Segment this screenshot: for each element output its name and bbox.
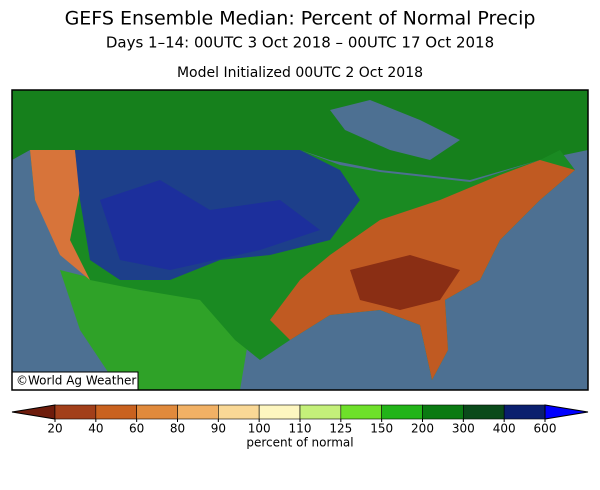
colorbar-tick-label: 40 [88, 422, 103, 436]
colorbar-tick-label: 125 [329, 422, 352, 436]
colorbar-segment [463, 404, 505, 420]
colorbar-tick-label: 150 [370, 422, 393, 436]
canada [12, 90, 588, 180]
very-dry-southeast [350, 255, 460, 310]
colorbar-segment [299, 404, 342, 420]
colorbar-end [11, 404, 56, 420]
great-lakes [330, 100, 460, 160]
colorbar-segment [95, 404, 137, 420]
colorbar-tick-label: 300 [452, 422, 475, 436]
colorbar-segment [54, 404, 97, 420]
init-line: Model Initialized 00UTC 2 Oct 2018 [177, 65, 423, 81]
colorbar-tick-label: 600 [534, 422, 557, 436]
map: ©World Ag Weather [11, 89, 589, 391]
colorbar-segment [177, 404, 219, 420]
colorbar-tick-label: 60 [129, 422, 144, 436]
colorbar-tick-label: 400 [493, 422, 516, 436]
colorbar-tick-label: 20 [47, 422, 62, 436]
subtitle: Days 1–14: 00UTC 3 Oct 2018 – 00UTC 17 O… [106, 34, 494, 52]
title: GEFS Ensemble Median: Percent of Normal … [65, 8, 536, 30]
colorbar-tick-label: 100 [248, 422, 271, 436]
wet-core [100, 180, 320, 270]
colorbar: 20 40 60 80 90 100 110 125 150 200 300 400 600 percen… [11, 404, 589, 450]
colorbar-segment [136, 404, 178, 420]
colorbar-segment [503, 404, 546, 420]
colorbar-tick-label: 80 [170, 422, 185, 436]
copyright-box [12, 371, 139, 390]
dry-west [30, 150, 90, 280]
colorbar-segment [258, 404, 301, 420]
map-frame [11, 89, 589, 391]
colorbar-label: percent of normal [246, 436, 353, 450]
copyright: ©World Ag Weather [16, 374, 136, 388]
colorbar-segment [340, 404, 382, 420]
colorbar-segment [218, 404, 260, 420]
colorbar-tick-label: 110 [289, 422, 312, 436]
colorbar-segment [422, 404, 464, 420]
colorbar-tick-label: 90 [211, 422, 226, 436]
colorbar-tick-label: 200 [411, 422, 434, 436]
colorbar-segment [381, 404, 423, 420]
colorbar-end [544, 404, 589, 420]
